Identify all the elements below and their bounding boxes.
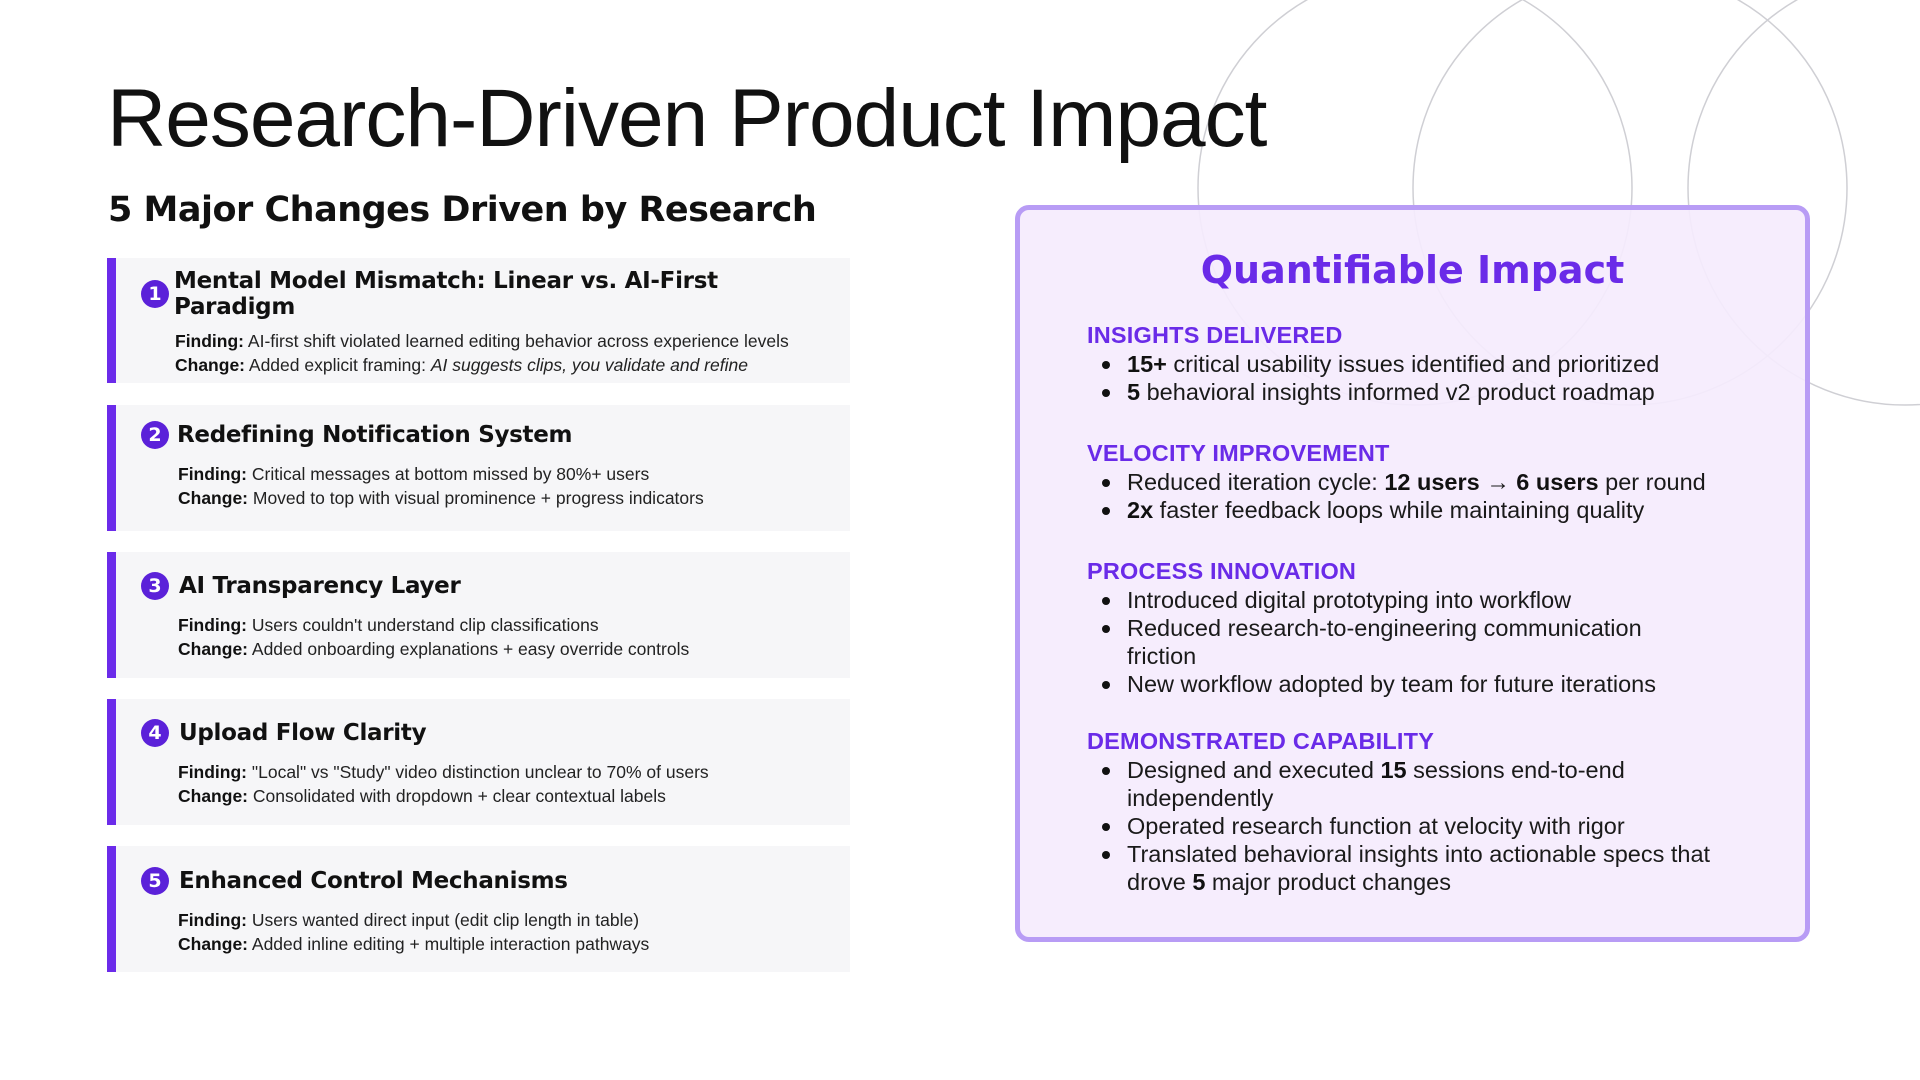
- change-card-body: Finding: Critical messages at bottom mis…: [178, 463, 830, 509]
- finding-line: Finding: AI-first shift violated learned…: [175, 330, 830, 352]
- change-line: Change: Added onboarding explanations + …: [178, 638, 830, 660]
- change-card-body: Finding: Users couldn't understand clip …: [178, 614, 830, 660]
- bullet-item: Designed and executed 15 sessions end-to…: [1102, 756, 1647, 812]
- bullet-item: 5 behavioral insights informed v2 produc…: [1102, 378, 1767, 406]
- change-card-body: Finding: Users wanted direct input (edit…: [178, 909, 830, 955]
- bullet-item: 15+ critical usability issues identified…: [1102, 350, 1767, 378]
- change-line: Change: Added inline editing + multiple …: [178, 933, 830, 955]
- change-text: Moved to top with visual prominence + pr…: [252, 488, 704, 508]
- number-badge: 5: [141, 867, 169, 895]
- impact-panel: Quantifiable Impact INSIGHTS DELIVERED 1…: [1015, 205, 1810, 942]
- change-card-header: 5 Enhanced Control Mechanisms: [141, 867, 830, 895]
- finding-label: Finding:: [178, 464, 248, 484]
- page-title: Research-Driven Product Impact: [107, 73, 1267, 164]
- change-card-body: Finding: "Local" vs "Study" video distin…: [178, 761, 830, 807]
- bullet-item: Translated behavioral insights into acti…: [1102, 840, 1727, 896]
- finding-text: Users couldn't understand clip classific…: [251, 615, 599, 635]
- number-badge: 3: [141, 572, 169, 600]
- change-label: Change:: [178, 934, 248, 954]
- change-text-italic: AI suggests clips, you validate and refi…: [430, 355, 748, 375]
- change-card-title: Redefining Notification System: [177, 422, 573, 448]
- number-badge: 2: [141, 421, 169, 449]
- number-badge: 4: [141, 719, 169, 747]
- change-line: Change: Added explicit framing: AI sugge…: [175, 354, 830, 376]
- section-label: VELOCITY IMPROVEMENT: [1087, 440, 1390, 466]
- change-card-title: Upload Flow Clarity: [179, 720, 427, 746]
- impact-section-capability: DEMONSTRATED CAPABILITY Designed and exe…: [1087, 727, 1767, 896]
- change-line: Change: Consolidated with dropdown + cle…: [178, 785, 830, 807]
- change-label: Change:: [178, 488, 248, 508]
- section-label: PROCESS INNOVATION: [1087, 558, 1357, 584]
- bullet-list: 15+ critical usability issues identified…: [1087, 350, 1767, 406]
- change-label: Change:: [178, 639, 248, 659]
- change-text: Consolidated with dropdown + clear conte…: [252, 786, 666, 806]
- change-card-title: AI Transparency Layer: [179, 573, 461, 599]
- finding-label: Finding:: [178, 615, 248, 635]
- change-card-1: 1 Mental Model Mismatch: Linear vs. AI-F…: [107, 258, 850, 383]
- section-label: DEMONSTRATED CAPABILITY: [1087, 728, 1435, 754]
- arrow-icon: →: [1479, 469, 1517, 495]
- finding-line: Finding: Users wanted direct input (edit…: [178, 909, 830, 931]
- bullet-list: Reduced iteration cycle: 12 users → 6 us…: [1087, 468, 1767, 524]
- section-subtitle: 5 Major Changes Driven by Research: [108, 190, 817, 230]
- change-card-header: 3 AI Transparency Layer: [141, 572, 830, 600]
- finding-text: Critical messages at bottom missed by 80…: [251, 464, 650, 484]
- change-card-title: Mental Model Mismatch: Linear vs. AI-Fir…: [174, 268, 718, 320]
- change-text: Added inline editing + multiple interact…: [251, 934, 650, 954]
- change-card-header: 1 Mental Model Mismatch: Linear vs. AI-F…: [141, 268, 830, 320]
- bullet-item: Operated research function at velocity w…: [1102, 812, 1727, 840]
- finding-text: AI-first shift violated learned editing …: [247, 331, 789, 351]
- finding-line: Finding: "Local" vs "Study" video distin…: [178, 761, 830, 783]
- finding-line: Finding: Users couldn't understand clip …: [178, 614, 830, 636]
- change-card-body: Finding: AI-first shift violated learned…: [175, 330, 830, 376]
- section-label: INSIGHTS DELIVERED: [1087, 322, 1343, 348]
- change-card-header: 2 Redefining Notification System: [141, 421, 830, 449]
- bullet-item: Introduced digital prototyping into work…: [1102, 586, 1687, 614]
- impact-section-process: PROCESS INNOVATION Introduced digital pr…: [1087, 557, 1767, 698]
- bullet-item: Reduced research-to-engineering communic…: [1102, 614, 1687, 670]
- bullet-list: Introduced digital prototyping into work…: [1087, 586, 1687, 698]
- change-label: Change:: [178, 786, 248, 806]
- change-text: Added explicit framing:: [248, 355, 431, 375]
- impact-title: Quantifiable Impact: [1200, 248, 1625, 292]
- impact-section-velocity: VELOCITY IMPROVEMENT Reduced iteration c…: [1087, 439, 1767, 524]
- number-badge: 1: [141, 280, 169, 308]
- bullet-item: New workflow adopted by team for future …: [1102, 670, 1687, 698]
- bullet-item: Reduced iteration cycle: 12 users → 6 us…: [1102, 468, 1767, 496]
- bullet-item: 2x faster feedback loops while maintaini…: [1102, 496, 1767, 524]
- change-card-3: 3 AI Transparency Layer Finding: Users c…: [107, 552, 850, 678]
- impact-section-insights: INSIGHTS DELIVERED 15+ critical usabilit…: [1087, 321, 1767, 406]
- change-card-title: Enhanced Control Mechanisms: [179, 868, 568, 894]
- finding-label: Finding:: [175, 331, 245, 351]
- change-card-5: 5 Enhanced Control Mechanisms Finding: U…: [107, 846, 850, 972]
- bullet-list: Designed and executed 15 sessions end-to…: [1087, 756, 1727, 896]
- finding-label: Finding:: [178, 762, 248, 782]
- change-card-2: 2 Redefining Notification System Finding…: [107, 405, 850, 531]
- change-card-4: 4 Upload Flow Clarity Finding: "Local" v…: [107, 699, 850, 825]
- finding-label: Finding:: [178, 910, 248, 930]
- finding-text: "Local" vs "Study" video distinction unc…: [251, 762, 709, 782]
- change-label: Change:: [175, 355, 245, 375]
- change-text: Added onboarding explanations + easy ove…: [251, 639, 690, 659]
- finding-text: Users wanted direct input (edit clip len…: [251, 910, 640, 930]
- finding-line: Finding: Critical messages at bottom mis…: [178, 463, 830, 485]
- change-line: Change: Moved to top with visual promine…: [178, 487, 830, 509]
- change-card-header: 4 Upload Flow Clarity: [141, 719, 830, 747]
